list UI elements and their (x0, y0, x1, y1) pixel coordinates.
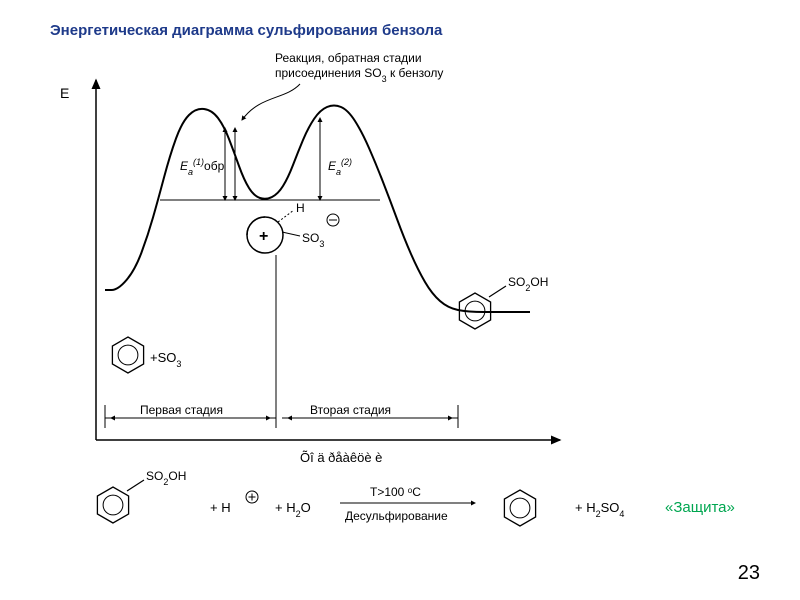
reaction-equation: SO2OH + H + H2O T>100 ᵒC Десульфирование… (97, 469, 734, 526)
ea1-label: Ea(1)обр (180, 157, 225, 177)
y-axis-label: E (60, 85, 69, 101)
energy-curve (105, 106, 530, 313)
svg-text:+: + (259, 228, 268, 245)
second-stage-label: Вторая стадия (310, 403, 391, 417)
plus-h: + H (210, 500, 231, 515)
stage-markers: Первая стадия Вторая стадия (105, 403, 458, 428)
svg-text:SO2OH: SO2OH (508, 275, 548, 293)
condition-label: T>100 ᵒC (370, 485, 421, 499)
reactant: +SO3 (112, 337, 181, 373)
svg-text:SO3: SO3 (302, 231, 324, 249)
protection-note: «Защита» (665, 499, 735, 516)
x-axis-label: Õî ä ðåàêöè è (300, 450, 382, 465)
reverse-reaction-note-l2: присоединения SO3 к бензолу (275, 66, 443, 84)
ea2-label: Ea(2) (328, 157, 352, 177)
first-stage-label: Первая стадия (140, 403, 223, 417)
page-number: 23 (738, 562, 760, 585)
reverse-reaction-note-l1: Реакция, обратная стадии (275, 51, 422, 65)
plus-charge-icon (246, 491, 258, 503)
sigma-complex: + H SO3 (247, 201, 339, 415)
product: SO2OH (459, 275, 548, 329)
svg-text:SO2OH: SO2OH (146, 469, 186, 487)
energy-diagram: E Õî ä ðåàêöè è Ea(1)обр Ea(2) Реакция, … (0, 0, 800, 600)
process-label: Десульфирование (345, 509, 448, 523)
ea1-arrows (225, 128, 235, 200)
note-pointer (242, 84, 300, 120)
svg-text:+ H2SO4: + H2SO4 (575, 500, 624, 519)
svg-text:+SO3: +SO3 (150, 350, 181, 369)
svg-text:+ H2O: + H2O (275, 500, 311, 519)
intermediate-h: H (296, 201, 305, 215)
